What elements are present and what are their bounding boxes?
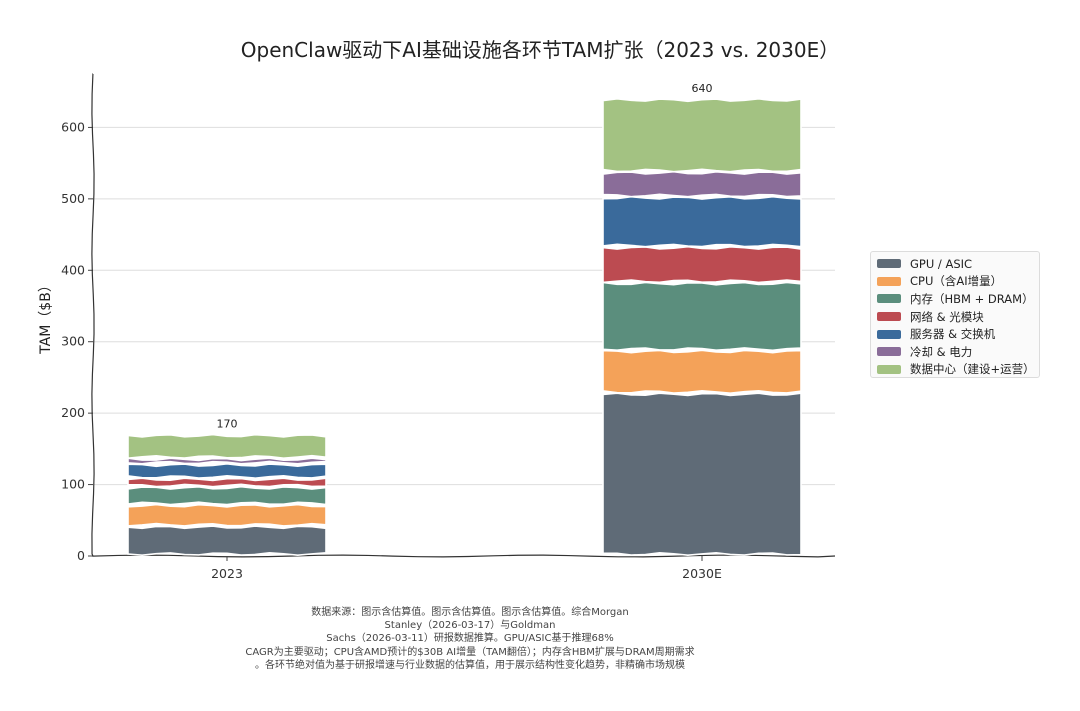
bar-segment-6-series <box>602 170 802 198</box>
y-tick-label: 300 <box>61 334 85 349</box>
footnote-line: CAGR为主要驱动；CPU含AMD预计的$30B AI增量（TAM翻倍）；内存含… <box>245 646 695 658</box>
legend-swatch <box>877 329 901 339</box>
y-axis <box>91 73 95 557</box>
bar-segment-4-series <box>127 477 327 488</box>
footnote: 数据来源：图示含估算值。图示含估算值。图示含估算值。综合Morgan Stanl… <box>170 606 770 672</box>
legend-item: CPU（含AI增量） <box>877 273 1039 291</box>
stacked-bar-chart: 0 100 200 300 400 500 600 TAM（$B） 170 2023 640 2030… <box>38 73 836 581</box>
legend-item: 服务器 & 交换机 <box>877 325 1039 343</box>
y-tick-label: 400 <box>61 262 85 277</box>
legend-swatch <box>877 312 901 322</box>
bar-segment-5-series <box>127 463 327 479</box>
bar-segment-2-cpu-ai <box>602 349 802 394</box>
footnote-line: 数据来源：图示含估算值。图示含估算值。图示含估算值。综合Morgan <box>311 607 629 618</box>
footnote-line: Sachs（2026-03-11）研报数据推算。GPU/ASIC基于推理68% <box>326 633 614 645</box>
legend-swatch <box>877 347 901 357</box>
legend-item: GPU / ASIC <box>877 255 1039 273</box>
footnote-line: 。各环节绝对值为基于研报增速与行业数据的估算值，用于展示结构性变化趋势，非精确市… <box>255 659 685 671</box>
legend-label: 数据中心（建设+运营） <box>910 362 1035 377</box>
legend-item: 内存（HBM + DRAM） <box>877 290 1039 308</box>
legend-label: 网络 & 光模块 <box>910 309 984 324</box>
legend-item: 冷却 & 电力 <box>877 343 1039 361</box>
bar-segment-7-series <box>602 98 802 173</box>
legend-swatch <box>877 294 901 304</box>
legend-label: 服务器 & 交换机 <box>910 327 996 342</box>
legend-label: 内存（HBM + DRAM） <box>910 291 1034 306</box>
legend-label: 冷却 & 电力 <box>910 344 973 359</box>
y-tick-label: 200 <box>61 405 85 420</box>
bar-segment-4-series <box>602 245 802 284</box>
y-tick-label: 100 <box>61 477 85 492</box>
x-tick-label: 2030E <box>682 566 722 581</box>
legend-label: GPU / ASIC <box>910 256 973 271</box>
y-tick-label: 600 <box>61 119 85 134</box>
bar-total-label: 640 <box>692 82 713 95</box>
legend-swatch <box>877 364 901 374</box>
legend-label: CPU（含AI增量） <box>910 274 1003 289</box>
legend-swatch <box>877 276 901 286</box>
bar-segment-3-hbm-dram <box>127 485 327 506</box>
footnote-line: Stanley（2026-03-17）与Goldman <box>384 620 556 632</box>
bar-segment-1-gpu-asic <box>127 525 327 557</box>
y-axis-label: TAM（$B） <box>38 278 54 355</box>
bar-segment-2-cpu-ai <box>127 503 327 527</box>
legend-swatch <box>877 259 901 269</box>
bar-segment-5-series <box>602 195 802 248</box>
bar-total-label: 170 <box>217 418 238 431</box>
bar-segment-7-series <box>127 433 327 460</box>
chart-title: OpenClaw驱动下AI基础设施各环节TAM扩张（2023 vs. 2030E… <box>240 38 840 62</box>
y-tick-label: 500 <box>61 191 85 206</box>
legend-item: 数据中心（建设+运营） <box>877 361 1039 379</box>
legend-item: 网络 & 光模块 <box>877 308 1039 326</box>
bar-segment-1-gpu-asic <box>602 392 802 557</box>
bar-segment-6-series <box>127 457 327 465</box>
x-tick-label: 2023 <box>211 566 243 581</box>
y-tick-label: 0 <box>77 548 85 563</box>
x-axis <box>92 554 836 558</box>
bar-segment-3-hbm-dram <box>602 281 802 352</box>
legend: GPU / ASIC CPU（含AI增量） 内存（HBM + DRAM） 网络 & 光… <box>870 251 1040 378</box>
